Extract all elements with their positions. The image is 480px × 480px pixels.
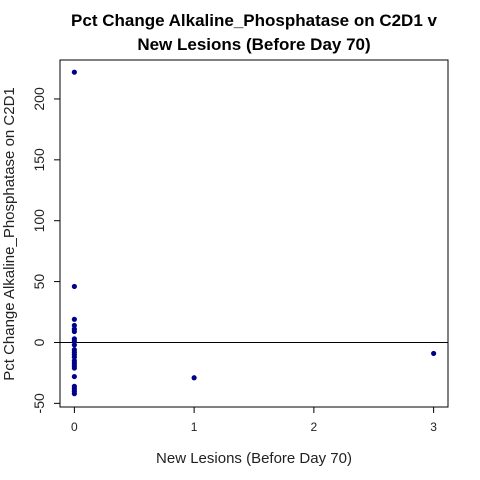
y-tick-label: -50	[31, 393, 47, 413]
y-tick-label: 100	[31, 209, 47, 233]
x-tick-label: 0	[71, 420, 78, 434]
data-point	[71, 328, 77, 335]
y-tick-label: 150	[31, 148, 47, 172]
data-point	[71, 365, 77, 371]
data-point	[71, 338, 77, 344]
chart-title-line-2: New Lesions (Before Day 70)	[137, 35, 370, 54]
data-points	[71, 69, 437, 397]
data-point	[71, 373, 77, 380]
data-point	[71, 322, 77, 329]
data-point	[71, 354, 77, 360]
y-tick-label: 200	[31, 87, 47, 111]
data-point	[71, 391, 77, 397]
data-point	[191, 375, 197, 381]
y-axis-label: Pct Change Alkaline_Phosphatase on C2D1	[1, 87, 18, 381]
data-point	[71, 342, 77, 348]
x-tick-label: 1	[191, 420, 198, 434]
y-axis: -50 0 50 100 150 200	[31, 87, 61, 413]
y-tick-label: 0	[31, 338, 47, 346]
data-point	[71, 316, 77, 322]
plot-frame	[59, 59, 449, 408]
data-point	[71, 69, 77, 75]
x-axis: 0 1 2 3	[71, 406, 437, 434]
x-axis-label: New Lesions (Before Day 70)	[156, 450, 352, 467]
x-tick-label: 2	[311, 420, 318, 434]
data-point	[431, 350, 437, 357]
x-tick-label: 3	[430, 420, 437, 434]
y-tick-label: 50	[31, 274, 47, 290]
chart-title-line-1: Pct Change Alkaline_Phosphatase on C2D1 …	[71, 11, 437, 30]
data-point	[71, 283, 77, 290]
